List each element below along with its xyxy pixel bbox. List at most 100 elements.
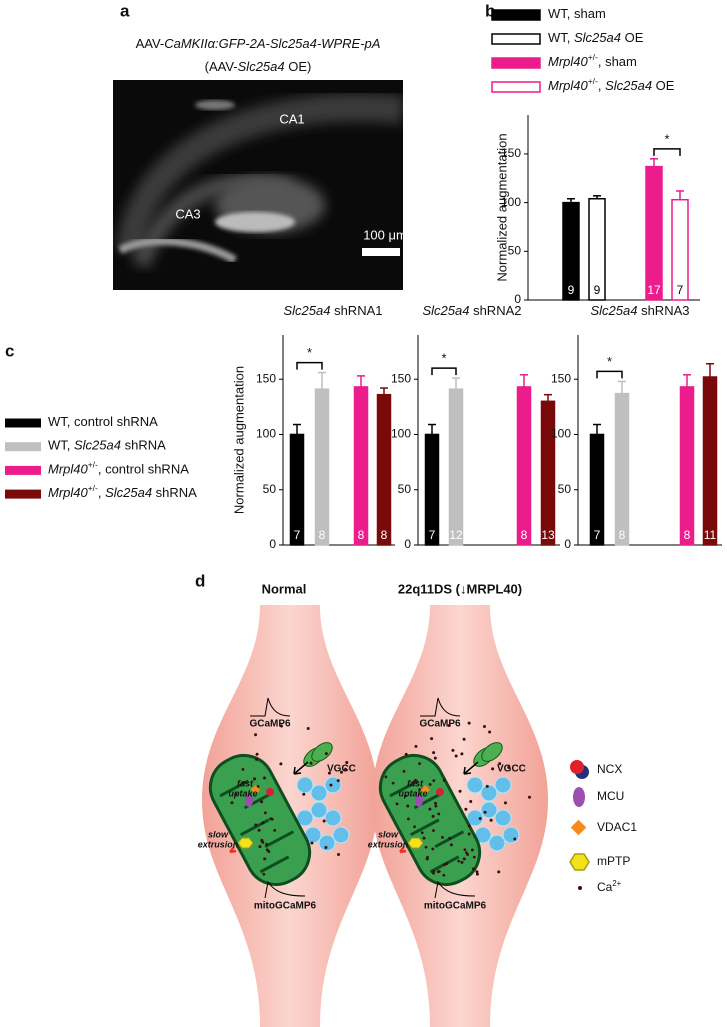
label: VGCC	[497, 764, 526, 775]
n-label: 8	[684, 528, 691, 542]
crista	[259, 855, 290, 874]
text-part: WT, control shRNA	[48, 414, 158, 429]
y-tick-label: 50	[558, 482, 572, 496]
n-label: 12	[449, 528, 463, 542]
ca-dot	[263, 857, 267, 861]
vesicle	[332, 826, 350, 844]
text-part: shRNA2	[469, 303, 521, 318]
text-part: Slc25a4	[74, 438, 121, 453]
mptp-icon	[569, 853, 590, 871]
ca-dot	[467, 824, 471, 828]
ca-dot	[255, 757, 259, 761]
ca-dot	[458, 789, 462, 793]
ca-dot	[437, 812, 441, 816]
arrow	[399, 846, 407, 854]
ca-dot	[404, 794, 407, 798]
ca-dot	[339, 770, 343, 774]
ca-dot	[478, 817, 482, 821]
mito-trace	[264, 880, 306, 899]
legend-swatch	[491, 33, 541, 45]
ca-dot	[345, 760, 349, 764]
ca-dot	[279, 762, 283, 766]
ca-dot	[310, 841, 314, 845]
ca-dot	[404, 752, 408, 756]
legend-label: NCX	[597, 762, 622, 776]
ca-dot	[454, 754, 458, 758]
ca-dot	[431, 814, 435, 818]
ca-dot	[234, 792, 238, 796]
mcu	[415, 793, 423, 807]
legend-label: VDAC1	[597, 820, 637, 834]
vesicle	[502, 826, 520, 844]
ca-dot	[442, 873, 446, 877]
text-part: Slc25a4	[238, 59, 285, 74]
significance-bracket	[431, 367, 457, 376]
ca-dot	[230, 801, 234, 805]
y-axis-label: Normalized augmentation	[494, 133, 509, 281]
legend-swatch	[491, 9, 541, 21]
ca-dot	[273, 828, 277, 832]
ca-dot	[436, 870, 440, 874]
n-label: 8	[619, 528, 626, 542]
ca-dot	[485, 784, 489, 788]
chart-title: Slc25a4 shRNA3	[590, 303, 689, 318]
ca-dot	[428, 807, 432, 811]
legend-label: Mrpl40+/-, sham	[548, 52, 637, 69]
ca-dot	[462, 857, 466, 861]
ca-dot	[406, 804, 410, 808]
condition-title: 22q11DS (↓MRPL40)	[398, 581, 522, 596]
ca-dot	[434, 804, 438, 808]
legend-label: Mrpl40+/-, control shRNA	[48, 460, 189, 477]
label: fast	[237, 778, 254, 788]
mito-trace	[434, 880, 476, 899]
ca-dot	[255, 752, 259, 756]
ncx	[266, 788, 274, 796]
n-label: 9	[594, 283, 601, 297]
ca-dot	[267, 850, 271, 854]
bar	[448, 388, 464, 546]
legend-swatch	[5, 418, 41, 428]
bar	[588, 197, 606, 301]
ca-dot	[503, 801, 507, 805]
ca-dot	[470, 848, 474, 852]
significance-bracket	[296, 361, 323, 370]
y-tick-label: 150	[256, 371, 276, 385]
label: uptake	[228, 788, 257, 798]
text-part: Mrpl40	[48, 486, 89, 501]
legend-label: Mrpl40+/-, Slc25a4 OE	[548, 76, 675, 93]
ca-dot	[384, 775, 388, 779]
label: mitoGCaMP6	[254, 901, 317, 912]
ca-icon	[578, 886, 582, 890]
ca-dot	[482, 725, 486, 729]
bar	[376, 393, 392, 546]
y-tick-label: 150	[501, 146, 521, 160]
crista	[409, 818, 440, 837]
ca-dot	[395, 802, 399, 806]
label: GCaMP6	[419, 719, 461, 730]
ca-dot	[329, 783, 333, 787]
ca-dot	[471, 867, 475, 871]
ca-dot	[279, 724, 283, 728]
ca-dot	[460, 752, 464, 756]
vesicle	[466, 776, 484, 794]
ca-dot	[420, 831, 424, 835]
ca-dot	[263, 811, 267, 815]
n-label: 7	[294, 528, 301, 542]
ca-dot	[424, 845, 428, 849]
bar	[671, 198, 689, 301]
text-part: Mrpl40	[48, 462, 89, 477]
ca-dot	[414, 778, 417, 782]
y-tick-label: 0	[514, 292, 521, 306]
ca-dot	[475, 872, 479, 876]
y-axis-label: Normalized augmentation	[231, 366, 246, 514]
y-tick-label: 100	[256, 427, 276, 441]
ca-dot	[433, 756, 437, 760]
ca-dot	[467, 721, 471, 725]
n-label: 7	[677, 283, 684, 297]
ca-dot	[451, 748, 455, 752]
ca-dot	[469, 800, 473, 804]
significance-label: *	[664, 131, 669, 146]
ca-dot	[432, 751, 436, 755]
text-part: OE	[652, 78, 675, 93]
n-label: 11	[704, 528, 717, 542]
